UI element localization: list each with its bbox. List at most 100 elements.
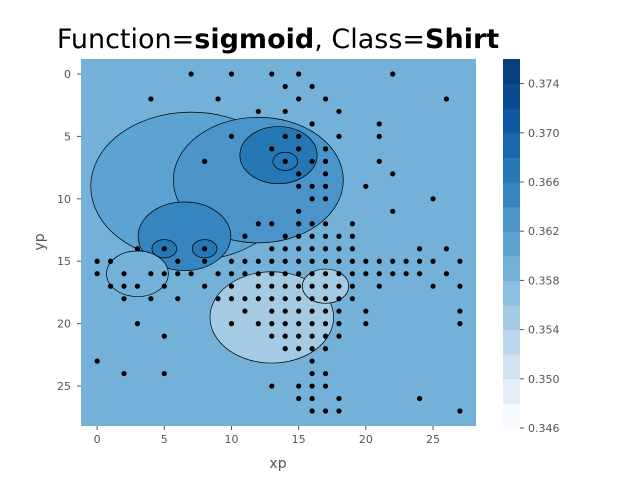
sample-point bbox=[430, 283, 436, 289]
sample-point bbox=[242, 308, 248, 314]
sample-point bbox=[349, 296, 355, 302]
sample-point bbox=[336, 308, 342, 314]
colorbar-segment bbox=[503, 280, 520, 306]
sample-point bbox=[269, 283, 275, 289]
sample-point bbox=[296, 395, 302, 402]
sample-point bbox=[282, 133, 288, 139]
sample-point bbox=[296, 208, 302, 214]
sample-point bbox=[296, 258, 302, 264]
sample-point bbox=[296, 221, 302, 227]
sample-point bbox=[390, 271, 396, 277]
sample-point bbox=[403, 258, 409, 264]
sample-point bbox=[309, 183, 315, 189]
x-tick-label: 25 bbox=[426, 433, 440, 446]
sample-point bbox=[349, 233, 355, 239]
sample-point bbox=[376, 133, 382, 139]
sample-point bbox=[161, 333, 167, 339]
sample-point bbox=[457, 258, 463, 264]
colorbar-segment bbox=[503, 157, 520, 183]
y-axis-label: yp bbox=[32, 233, 48, 250]
sample-point bbox=[376, 158, 382, 164]
sample-point bbox=[296, 133, 302, 139]
sample-point bbox=[215, 271, 221, 277]
sample-point bbox=[282, 296, 288, 302]
sample-point bbox=[457, 283, 463, 289]
sample-point bbox=[443, 246, 450, 252]
colorbar-tick-label: 0.354 bbox=[528, 324, 560, 337]
colorbar-segment bbox=[503, 305, 520, 331]
sample-point bbox=[322, 158, 329, 164]
sample-point bbox=[309, 283, 315, 289]
x-axis-label: xp bbox=[269, 456, 286, 472]
sample-point bbox=[175, 271, 181, 277]
sample-point bbox=[269, 333, 275, 339]
x-tick-label: 5 bbox=[161, 433, 168, 446]
sample-point bbox=[322, 258, 329, 264]
colorbar-segment bbox=[503, 354, 520, 380]
sample-point bbox=[322, 171, 329, 177]
sample-point bbox=[242, 233, 248, 239]
sample-point bbox=[255, 296, 261, 302]
sample-point bbox=[121, 296, 127, 302]
sample-point bbox=[416, 271, 423, 277]
colorbar-segment bbox=[503, 206, 520, 232]
sample-point bbox=[322, 321, 329, 327]
sample-point bbox=[309, 121, 315, 127]
title-prefix: Function= bbox=[57, 24, 194, 55]
y-axis: 0 5 10 15 20 25 bbox=[57, 68, 81, 393]
sample-point bbox=[255, 283, 261, 289]
sample-point bbox=[215, 296, 221, 302]
x-tick-label: 15 bbox=[292, 433, 306, 446]
sample-point bbox=[282, 333, 288, 339]
sample-point bbox=[336, 233, 342, 239]
sample-point bbox=[255, 321, 261, 327]
sample-point bbox=[255, 258, 261, 264]
sample-point bbox=[161, 246, 167, 252]
sample-point bbox=[296, 321, 302, 327]
colorbar-segment bbox=[503, 403, 520, 429]
sample-point bbox=[94, 271, 100, 277]
sample-point bbox=[107, 283, 114, 289]
colorbar-segment bbox=[503, 132, 520, 158]
sample-point bbox=[228, 258, 235, 264]
sample-point bbox=[228, 71, 235, 77]
sample-point bbox=[134, 321, 141, 327]
sample-point bbox=[296, 96, 302, 102]
sample-point bbox=[322, 333, 329, 339]
contour-region bbox=[106, 250, 169, 297]
sample-point bbox=[416, 246, 423, 252]
sample-point bbox=[121, 370, 127, 377]
sample-point bbox=[228, 271, 235, 277]
sample-point bbox=[390, 208, 396, 214]
colorbar-tick-label: 0.374 bbox=[528, 78, 560, 91]
sample-point bbox=[443, 271, 450, 277]
sample-point bbox=[309, 333, 315, 339]
colorbar-tick-label: 0.346 bbox=[528, 422, 560, 435]
sample-point bbox=[309, 83, 315, 90]
colorbar: 0.346 0.350 0.354 0.358 0.362 0.366 0.370 0.374 bbox=[503, 59, 560, 435]
sample-point bbox=[336, 283, 342, 289]
sample-point bbox=[309, 271, 315, 277]
sample-point bbox=[349, 283, 355, 289]
sample-point bbox=[296, 308, 302, 314]
sample-point bbox=[457, 308, 463, 314]
sample-point bbox=[309, 358, 315, 364]
sample-point bbox=[430, 258, 436, 264]
sample-point bbox=[430, 196, 436, 202]
sample-point bbox=[296, 146, 302, 152]
x-tick-label: 10 bbox=[224, 433, 238, 446]
sample-point bbox=[161, 271, 167, 277]
sample-point bbox=[336, 321, 342, 327]
sample-point bbox=[269, 146, 275, 152]
sample-point bbox=[296, 346, 302, 352]
sample-point bbox=[309, 383, 315, 389]
y-tick-label: 25 bbox=[57, 380, 71, 393]
sample-point bbox=[309, 296, 315, 302]
sample-point bbox=[457, 408, 463, 414]
sample-point bbox=[336, 296, 342, 302]
sample-point bbox=[309, 308, 315, 314]
sample-point bbox=[255, 108, 261, 115]
sample-point bbox=[282, 158, 288, 164]
